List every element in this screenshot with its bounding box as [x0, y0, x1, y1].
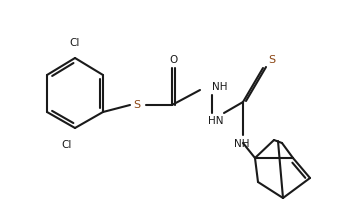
Text: NH: NH: [234, 139, 250, 149]
Text: S: S: [268, 55, 276, 65]
Text: NH: NH: [212, 82, 227, 92]
Text: Cl: Cl: [70, 38, 80, 48]
Text: O: O: [169, 55, 177, 65]
Text: S: S: [133, 100, 140, 110]
Text: HN: HN: [208, 116, 223, 126]
Text: Cl: Cl: [62, 140, 72, 150]
